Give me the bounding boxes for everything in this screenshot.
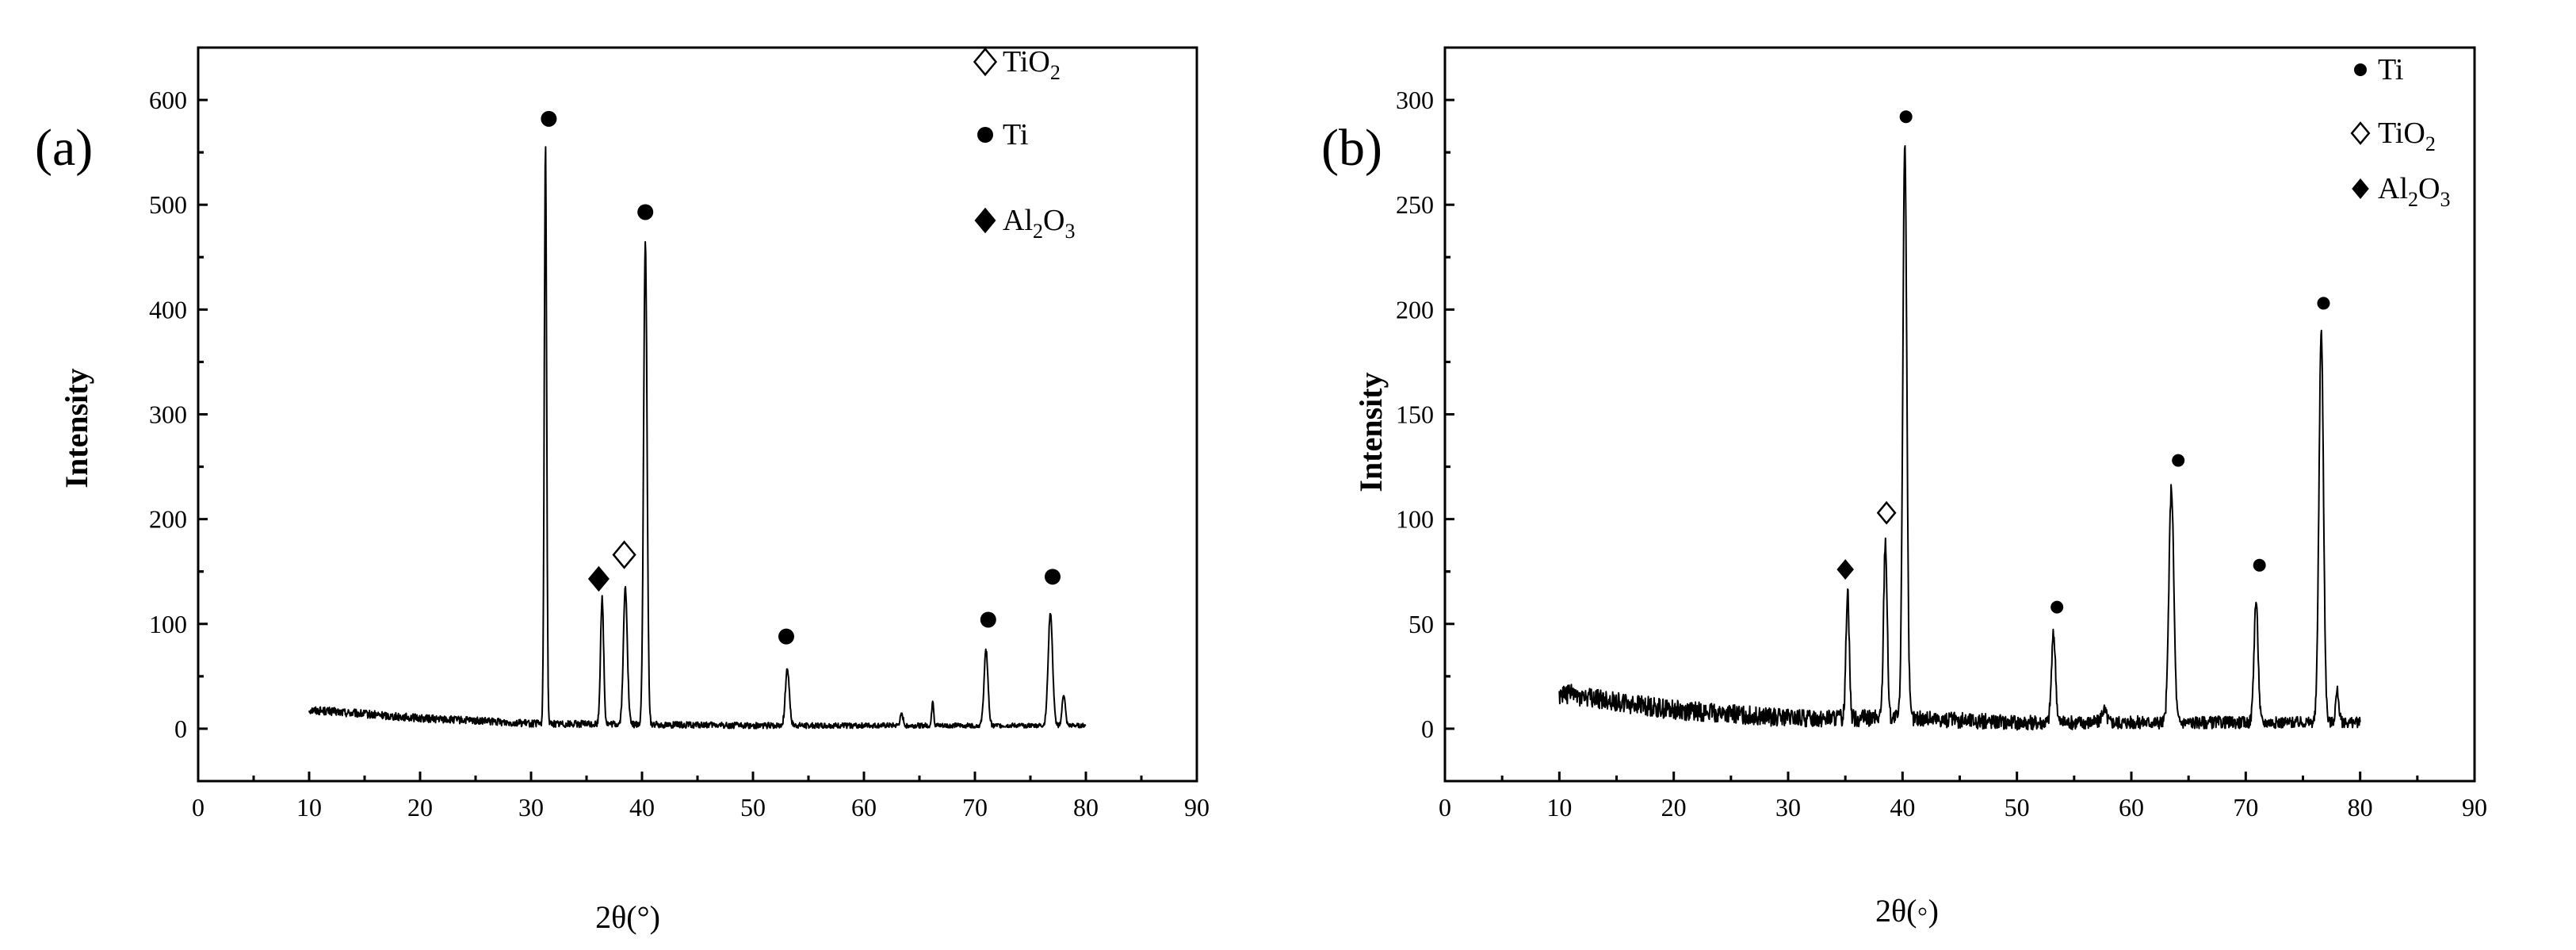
x-tick-label-a: 10: [296, 793, 322, 822]
y-axis-label-a: Intensity: [59, 368, 94, 488]
y-tick-label-b: 250: [1396, 190, 1434, 219]
peak-marker-circle: [1045, 569, 1061, 585]
xrd-trace-a: [308, 146, 1087, 730]
xrd-chart-panel-a: (a) 2θ(°) Intensity 0 10 20 30 40 50 60 70 80 90 0…: [35, 45, 1210, 935]
x-tick-label-b: 40: [1890, 793, 1915, 822]
y-tick-label-b: 150: [1396, 400, 1434, 429]
legend-label-b: TiO2: [2378, 117, 2436, 155]
legend-label-a: Ti: [1003, 118, 1028, 151]
peak-marker-circle: [2050, 600, 2064, 614]
x-tick-label-b: 60: [2119, 793, 2144, 822]
x-tick-label-a: 30: [518, 793, 544, 822]
x-tick-label-a: 90: [1184, 793, 1210, 822]
y-tick-label-a: 100: [149, 610, 187, 638]
x-tick-label-a: 60: [851, 793, 877, 822]
xrd-chart-a-svg: (a) 2θ(°) Intensity 0 10 20 30 40 50 60 70 80 90 0…: [35, 45, 1210, 935]
x-tick-label-b: 70: [2233, 793, 2258, 822]
y-tick-label-a: 200: [149, 505, 187, 534]
y-tick-label-a: 600: [149, 86, 187, 114]
panel-label-a: (a): [35, 119, 93, 177]
x-tick-label-a: 20: [407, 793, 433, 822]
x-tick-label-b: 20: [1661, 793, 1687, 822]
x-tick-label-b: 50: [2005, 793, 2030, 822]
peak-marker-diamond-open: [1876, 500, 1897, 525]
peak-marker-diamond-filled: [587, 565, 610, 592]
y-tick-label-a: 400: [149, 295, 187, 324]
peak-marker-circle: [1899, 110, 1913, 124]
y-tick-label-b: 100: [1396, 505, 1434, 534]
y-tick-label-a: 0: [174, 714, 187, 743]
y-tick-label-b: 50: [1408, 610, 1434, 638]
legend-label-b: Ti: [2378, 53, 2403, 86]
x-tick-label-a: 80: [1073, 793, 1099, 822]
legend-marker-diamond-open: [973, 47, 998, 77]
peak-marker-circle: [2172, 454, 2185, 467]
x-tick-label-a: 40: [629, 793, 655, 822]
y-tick-label-a: 300: [149, 400, 187, 429]
x-tick-label-b: 30: [1775, 793, 1801, 822]
x-tick-label-a: 50: [740, 793, 766, 822]
x-tick-label-a: 70: [962, 793, 988, 822]
y-tick-label-b: 200: [1396, 295, 1434, 324]
peak-marker-circle: [980, 611, 996, 628]
xrd-trace-b: [1558, 145, 2361, 731]
legend-label-a: TiO2: [1003, 45, 1061, 84]
x-axis-label-a: 2θ(°): [595, 899, 660, 935]
x-tick-label-b: 90: [2462, 793, 2487, 822]
peak-marker-circle: [2317, 297, 2330, 310]
x-tick-label-b: 0: [1439, 793, 1451, 822]
x-tick-label-b: 80: [2348, 793, 2373, 822]
peak-marker-diamond-filled: [1836, 559, 1854, 580]
y-axis-label-b: Intensity: [1353, 372, 1389, 492]
legend-label-b: Al2O3: [2378, 172, 2450, 211]
y-tick-label-b: 0: [1421, 714, 1434, 743]
legend-marker-diamond-open: [2350, 121, 2371, 145]
x-axis-label-b: 2θ(◦): [1875, 893, 1939, 929]
legend-marker-circle: [2354, 63, 2367, 76]
xrd-chart-b-svg: (b) 2θ(◦) Intensity 0 10 20 30 40 50 60 70 80 90 0…: [1321, 46, 2487, 929]
y-tick-label-a: 500: [149, 190, 187, 219]
legend-marker-diamond-filled: [2352, 178, 2369, 199]
peak-marker-circle: [637, 204, 654, 220]
legend-marker-diamond-filled: [974, 207, 996, 234]
y-tick-label-b: 300: [1396, 86, 1434, 114]
xrd-chart-panel-b: (b) 2θ(◦) Intensity 0 10 20 30 40 50 60 70 80 90 0…: [1288, 0, 2576, 950]
legend-label-a: Al2O3: [1003, 204, 1075, 243]
peak-marker-circle: [778, 628, 794, 645]
legend-marker-circle: [977, 127, 993, 143]
panel-label-b: (b): [1321, 119, 1382, 177]
x-tick-label-a: 0: [192, 793, 204, 822]
peak-marker-circle: [541, 110, 557, 127]
peak-marker-diamond-open: [612, 540, 636, 569]
x-tick-label-b: 10: [1546, 793, 1572, 822]
peak-marker-circle: [2253, 558, 2266, 572]
